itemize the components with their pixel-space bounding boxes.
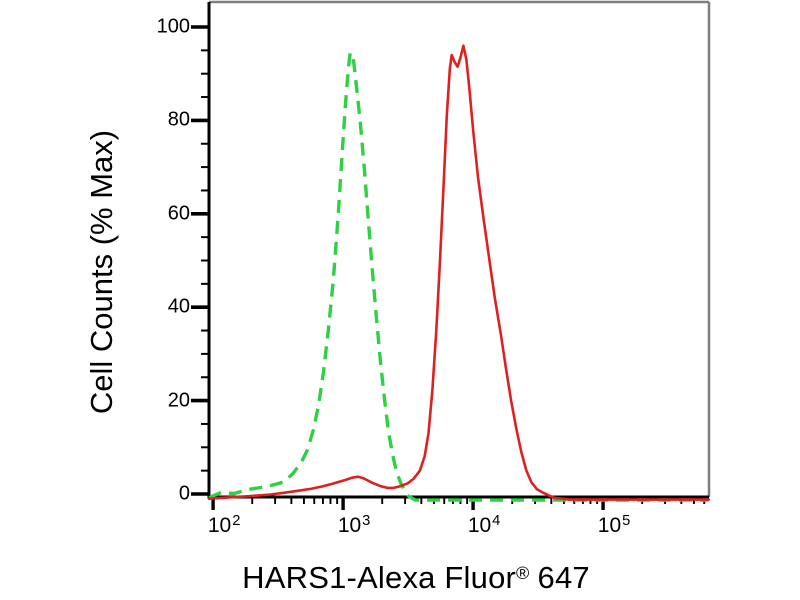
registered-trademark-symbol: ® [516,563,530,584]
x-tick-label: 105 [597,512,631,537]
y-axis-title: Cell Counts (% Max) [84,129,119,415]
x-tick-label: 102 [207,512,241,537]
sample-curve-solid [207,44,710,501]
y-axis-tick-labels: 0 20 40 60 80 100 [148,0,190,600]
y-tick-label: 20 [167,389,190,412]
x-axis-title: HARS1-Alexa Fluor® 647 [242,560,590,596]
plot-frame [207,0,711,499]
x-tick-label: 104 [467,512,501,537]
y-tick-label: 80 [167,108,190,131]
y-tick-label: 100 [156,15,190,38]
control-curve-dashed [208,51,709,502]
x-tick-label: 103 [337,512,371,537]
x-axis-title-suffix: 647 [537,560,590,595]
y-tick-label: 60 [167,202,190,225]
y-axis-ticks [191,25,209,496]
y-tick-label: 40 [167,295,190,318]
y-tick-label: 0 [178,482,190,505]
x-axis-title-main: HARS1-Alexa Fluor [242,560,517,595]
